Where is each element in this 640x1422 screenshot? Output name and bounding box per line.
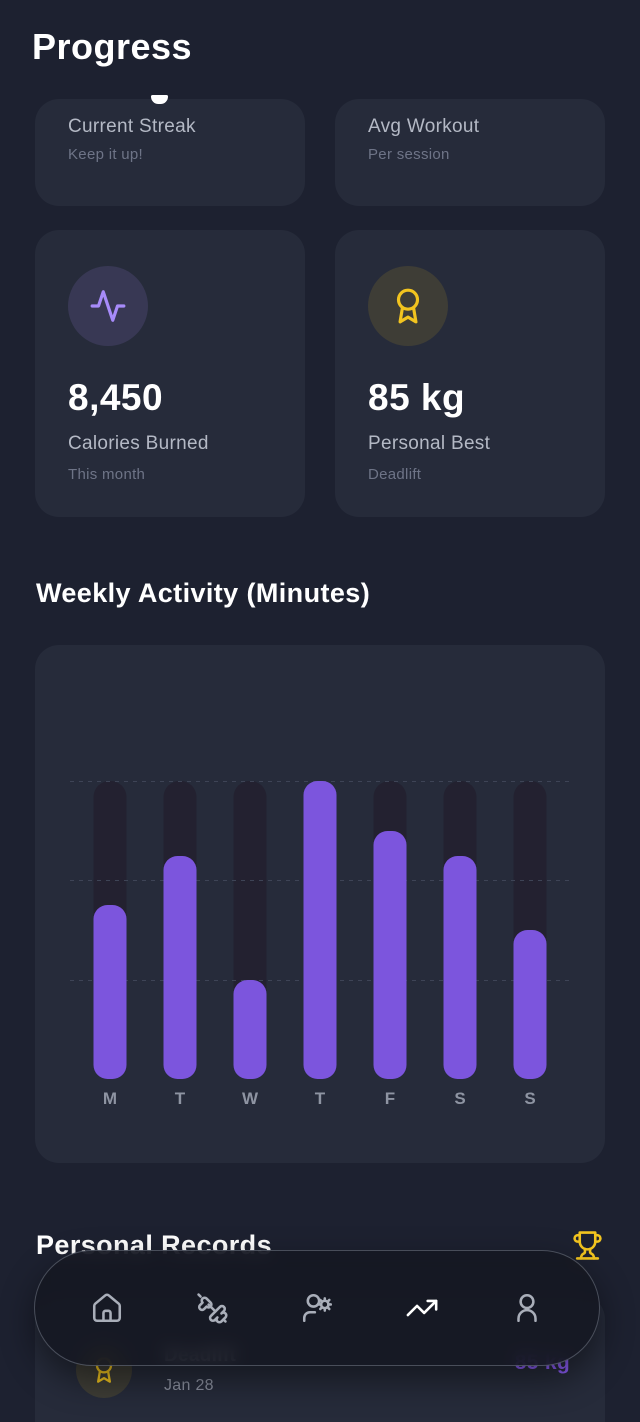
nav-item-progress[interactable] [402,1288,442,1328]
weekly-activity-title: Weekly Activity (Minutes) [36,578,371,608]
stat-card-personal-best: 85 kg Personal Best Deadlift [335,230,605,517]
x-axis-label: S [454,1089,466,1108]
x-axis-label: M [102,1089,118,1108]
stat-label: Personal Best [368,433,491,454]
stat-card-current-streak: Current Streak Keep it up! [35,99,305,206]
stat-sublabel: Deadlift [368,466,422,483]
stat-label: Avg Workout [368,116,480,137]
home-icon [92,1293,122,1323]
record-date: Jan 28 [164,1377,214,1394]
dumbbell-icon [197,1293,228,1324]
bar [443,855,477,1079]
stat-value: 85 kg [368,377,466,418]
bar [373,830,407,1079]
stat-card-avg-workout: Avg Workout Per session [335,99,605,206]
stat-label: Calories Burned [68,433,209,454]
x-axis-label: T [314,1089,326,1108]
award-icon [368,266,448,346]
nav-item-profile[interactable] [507,1288,547,1328]
activity-icon [68,266,148,346]
bar [303,781,337,1079]
trophy-icon [572,1230,603,1266]
x-axis-label: W [241,1089,259,1108]
nav-item-home[interactable] [87,1288,127,1328]
user-cog-icon [302,1293,333,1323]
stat-sublabel: Per session [368,146,450,163]
stat-sublabel: This month [68,466,146,483]
stat-card-calories: 8,450 Calories Burned This month [35,230,305,517]
bar-chart-plot [70,781,570,1079]
nav-item-workouts[interactable] [192,1288,232,1328]
page-title: Progress [32,26,193,67]
stat-value: 8,450 [68,377,164,418]
bar [93,905,127,1079]
x-axis-label: F [384,1089,396,1108]
x-axis-label: T [174,1089,186,1108]
stat-label: Current Streak [68,116,196,137]
bar [233,979,267,1079]
clipped-stat-value-fragment [151,95,168,104]
trending-up-icon [406,1299,438,1317]
stat-sublabel: Keep it up! [68,146,144,163]
nav-item-community[interactable] [297,1288,337,1328]
user-icon [517,1293,537,1323]
bar [513,930,547,1079]
bar [163,855,197,1079]
bottom-nav-bar [34,1250,600,1366]
x-axis-label: S [524,1089,536,1108]
